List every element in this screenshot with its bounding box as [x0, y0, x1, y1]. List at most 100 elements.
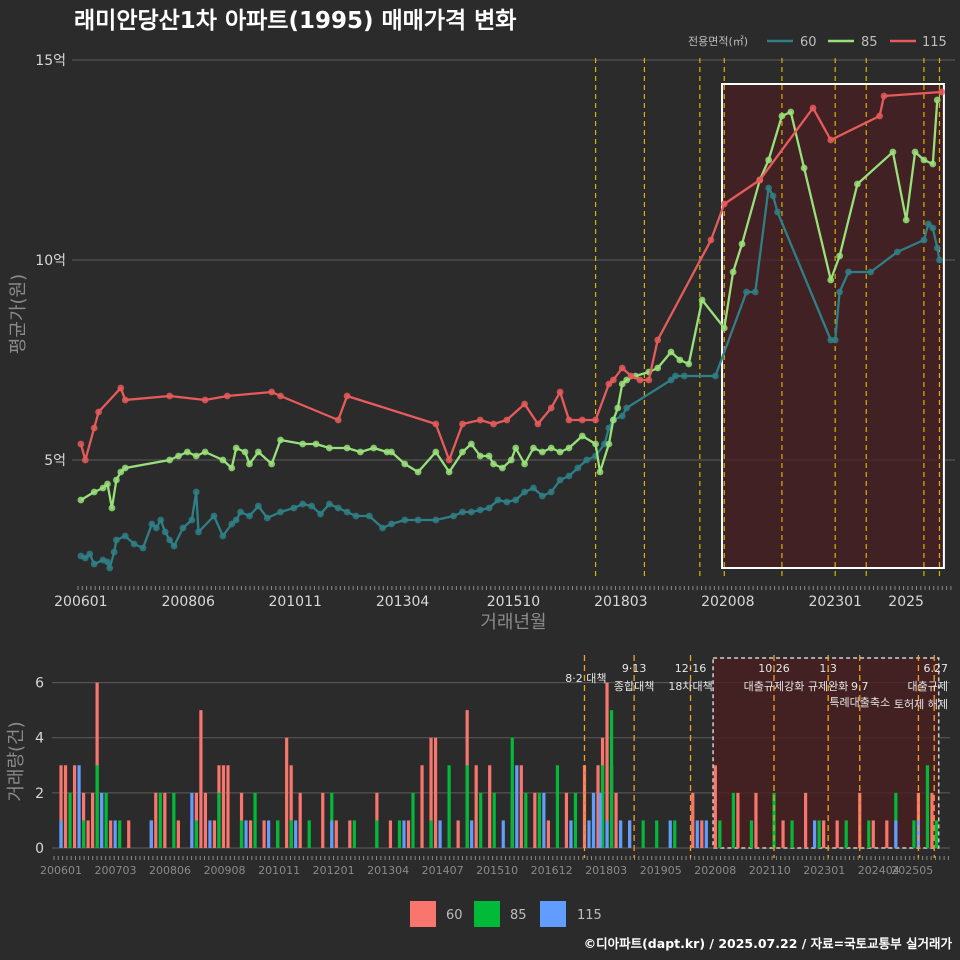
price-point-85 — [277, 436, 284, 444]
volume-legend-label-85: 85 — [510, 908, 527, 923]
volume-xtick-label: 201905 — [640, 864, 682, 877]
volume-highlight-box — [712, 657, 940, 849]
volume-bar-60 — [781, 820, 785, 848]
volume-event-label: 대출규제 — [908, 680, 948, 693]
volume-bar-85 — [537, 792, 541, 848]
price-point-85 — [499, 464, 506, 472]
volume-bar-115 — [591, 792, 596, 848]
price-point-60 — [494, 496, 502, 504]
price-point-60 — [365, 512, 373, 520]
volume-bar-60 — [388, 820, 393, 848]
price-yaxis-title: 평균가(원) — [8, 274, 29, 354]
price-point-85 — [512, 444, 520, 452]
price-xtick-label: 201011 — [268, 594, 321, 610]
volume-bar-60 — [289, 765, 293, 848]
volume-bar-60 — [176, 820, 180, 848]
volume-bar-115 — [628, 820, 632, 848]
volume-bar-85 — [555, 765, 560, 848]
price-point-60 — [565, 472, 573, 480]
volume-bar-115 — [542, 792, 546, 848]
price-point-60 — [112, 536, 120, 544]
volume-xtick-label: 202301 — [803, 864, 845, 877]
price-point-60 — [929, 224, 937, 232]
price-point-60 — [246, 512, 253, 520]
volume-bar-115 — [569, 820, 573, 848]
price-point-85 — [312, 440, 320, 448]
volume-bar-115 — [501, 820, 505, 848]
price-point-85 — [929, 160, 937, 168]
price-point-115 — [938, 88, 946, 96]
price-point-60 — [765, 184, 773, 192]
price-point-60 — [933, 244, 941, 252]
volume-event-label: 종합대책 — [614, 680, 654, 693]
price-point-60 — [936, 256, 943, 264]
price-xtick-label: 201510 — [487, 594, 540, 610]
price-point-115 — [90, 424, 98, 432]
volume-xtick-label: 201011 — [258, 864, 300, 877]
price-point-60 — [538, 492, 546, 500]
price-point-115 — [77, 440, 85, 448]
price-point-85 — [112, 476, 120, 484]
volume-bar-85 — [731, 792, 735, 848]
volume-bar-85 — [397, 820, 402, 848]
volume-bar-85 — [641, 820, 645, 848]
price-legend-heading: 전용면적(㎡) — [688, 35, 748, 48]
price-point-60 — [179, 524, 187, 532]
price-point-85 — [889, 148, 897, 156]
price-point-60 — [81, 554, 89, 562]
price-point-60 — [152, 524, 160, 532]
price-point-115 — [445, 456, 453, 464]
volume-bar-60 — [533, 792, 537, 848]
price-point-60 — [512, 496, 520, 504]
volume-bar-60 — [474, 765, 478, 848]
credit-text: ©디아파트(dapt.kr) / 2025.07.22 / 자료=국토교통부 실… — [584, 936, 953, 951]
price-point-85 — [698, 296, 706, 304]
volume-bar-60 — [691, 792, 695, 848]
volume-xtick-label: 202505 — [891, 864, 933, 877]
price-point-60 — [237, 508, 245, 516]
volume-legend-key-60 — [410, 901, 436, 927]
volume-bar-60 — [871, 820, 875, 848]
price-xtick-label: 202008 — [701, 594, 754, 610]
price-point-60 — [139, 544, 147, 552]
volume-xtick-label: 201612 — [531, 864, 573, 877]
price-point-60 — [574, 464, 582, 472]
volume-bar-60 — [199, 710, 203, 848]
price-point-85 — [414, 468, 422, 476]
volume-bar-85 — [844, 820, 848, 848]
volume-event-label: 9.7 — [851, 680, 869, 693]
price-xaxis-title: 거래년월 — [480, 612, 546, 633]
price-point-85 — [166, 456, 174, 464]
volume-bar-60 — [163, 792, 167, 848]
price-point-60 — [623, 404, 631, 412]
volume-bar-60 — [519, 765, 523, 848]
price-point-85 — [592, 440, 599, 448]
price-point-85 — [667, 348, 675, 356]
price-point-60 — [774, 208, 781, 216]
volume-bar-115 — [208, 820, 212, 848]
price-point-60 — [521, 488, 528, 496]
price-point-85 — [920, 156, 928, 164]
volume-bar-85 — [411, 792, 415, 848]
price-point-60 — [334, 504, 342, 512]
volume-bar-115 — [813, 820, 817, 848]
volume-event-label: 9·13 — [622, 662, 647, 675]
volume-bar-115 — [618, 820, 623, 848]
price-point-85 — [933, 96, 941, 104]
volume-bar-115 — [77, 765, 81, 848]
volume-bar-115 — [605, 820, 609, 848]
volume-xtick-label: 202008 — [694, 864, 736, 877]
price-point-60 — [166, 536, 174, 544]
price-point-60 — [195, 528, 202, 536]
price-point-60 — [459, 508, 466, 516]
price-point-85 — [370, 444, 378, 452]
price-point-60 — [104, 558, 111, 566]
volume-legend-key-85 — [474, 901, 500, 927]
volume-bar-85 — [307, 820, 311, 848]
price-point-115 — [166, 392, 174, 400]
price-point-85 — [787, 108, 795, 116]
volume-ytick-label: 0 — [35, 841, 44, 857]
volume-bar-60 — [700, 820, 704, 848]
volume-bar-60 — [754, 792, 758, 848]
volume-bar-60 — [406, 820, 411, 848]
